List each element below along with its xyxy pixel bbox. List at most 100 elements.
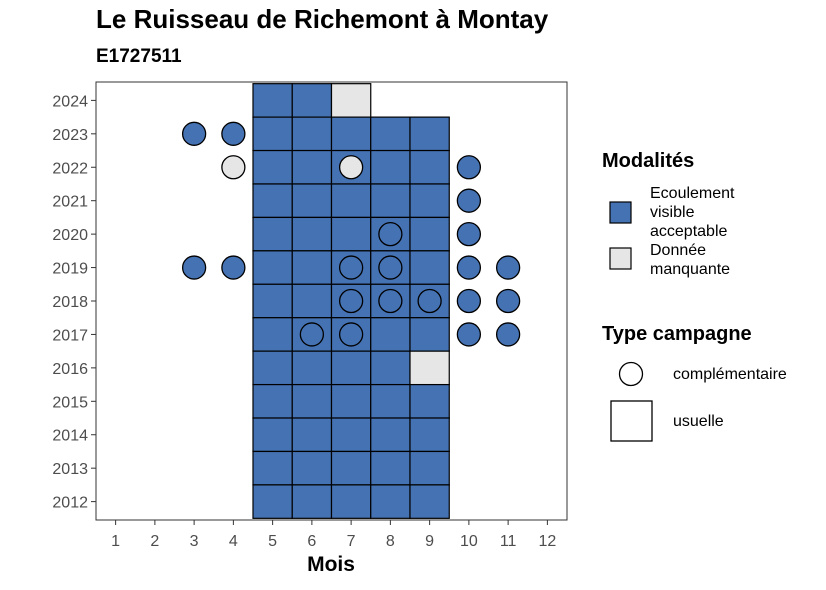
y-tick-label: 2018	[52, 294, 88, 311]
tile-usuelle-2012-7	[330, 484, 372, 519]
tile-usuelle-2012-9	[409, 484, 450, 519]
tile-usuelle-2016-5	[252, 350, 293, 386]
tile-usuelle-2012-8	[370, 484, 411, 519]
tile-usuelle-2021-5	[252, 183, 293, 219]
tile-usuelle-2020-5	[252, 216, 293, 252]
tile-usuelle-2012-6	[291, 484, 333, 519]
point-complementaire-2018-8	[378, 288, 403, 314]
x-tick-label: 7	[347, 533, 356, 550]
legend-label-acceptable: Ecoulement visible acceptable	[650, 185, 735, 240]
legend-key-complementaire	[618, 361, 644, 387]
y-tick-label: 2019	[52, 261, 88, 278]
tile-usuelle-2014-6	[291, 417, 333, 453]
point-complementaire-2017-7	[338, 322, 364, 347]
legend-label-usuelle: usuelle	[673, 413, 724, 430]
y-tick-label: 2014	[52, 428, 88, 445]
y-tick-label: 2012	[52, 495, 88, 512]
tile-usuelle-2015-6	[291, 383, 333, 419]
tile-usuelle-2019-5	[252, 250, 293, 285]
axes-layer: 1 2 3 4 5 6 7 8 9 10 11 122024202320222021202020192…	[52, 81, 568, 550]
point-complementaire-2023-4	[221, 121, 246, 146]
tile-usuelle-2023-6	[291, 116, 333, 152]
y-tick-label: 2013	[52, 461, 88, 478]
tile-usuelle-2016-6	[291, 350, 333, 386]
x-tick-label: 8	[386, 533, 395, 550]
y-tick-label: 2016	[52, 361, 88, 378]
x-tick-label: 10	[460, 533, 478, 550]
tile-usuelle-2022-8	[370, 149, 411, 185]
point-complementaire-2023-3	[181, 121, 207, 146]
point-complementaire-2019-7	[338, 255, 364, 280]
legend-keys-layer	[609, 201, 653, 442]
tile-usuelle-2023-7	[330, 116, 372, 152]
tile-usuelle-2013-5	[252, 450, 293, 486]
legend-key-acceptable	[609, 201, 632, 224]
point-complementaire-2022-10	[456, 155, 482, 180]
point-complementaire-2019-8	[378, 255, 403, 280]
point-complementaire-2022-4	[221, 155, 246, 180]
x-tick-label: 11	[500, 533, 517, 550]
tile-usuelle-2021-9	[409, 183, 450, 219]
tile-usuelle-2014-7	[330, 417, 372, 453]
tile-usuelle-2019-6	[291, 250, 333, 285]
tile-usuelle-2014-5	[252, 417, 293, 453]
tile-usuelle-2016-9	[409, 350, 450, 386]
legend-label-complementaire: complémentaire	[673, 366, 787, 383]
point-complementaire-2019-3	[181, 255, 207, 280]
tile-usuelle-2023-9	[409, 116, 450, 152]
tile-usuelle-2023-5	[252, 116, 293, 152]
tile-usuelle-2018-5	[252, 283, 293, 319]
tile-usuelle-2017-8	[370, 317, 411, 352]
point-complementaire-2021-10	[456, 188, 482, 213]
tile-usuelle-2022-6	[291, 149, 333, 185]
x-tick-label: 1	[111, 533, 120, 550]
complementaire-points-layer	[181, 121, 521, 347]
legend-key-missing	[609, 247, 632, 270]
tile-usuelle-2015-5	[252, 383, 293, 419]
y-tick-label: 2021	[52, 194, 88, 211]
tile-usuelle-2017-5	[252, 317, 293, 352]
point-complementaire-2018-10	[456, 288, 482, 314]
tile-usuelle-2022-9	[409, 149, 450, 185]
y-tick-label: 2020	[52, 227, 88, 244]
chart-subtitle: E1727511	[96, 46, 182, 67]
tile-usuelle-2024-5	[252, 83, 293, 118]
point-complementaire-2017-6	[299, 322, 325, 347]
usuelle-tiles-layer	[252, 83, 450, 519]
x-tick-label: 3	[190, 533, 199, 550]
x-tick-label: 12	[538, 533, 556, 550]
legend-type-title: Type campagne	[602, 323, 752, 345]
point-complementaire-2020-8	[378, 221, 403, 247]
y-tick-label: 2022	[52, 160, 88, 177]
point-complementaire-2018-7	[338, 288, 364, 314]
point-complementaire-2017-10	[456, 322, 482, 347]
y-tick-label: 2017	[52, 327, 88, 344]
tile-usuelle-2018-6	[291, 283, 333, 319]
tile-usuelle-2016-7	[330, 350, 372, 386]
y-tick-label: 2023	[52, 127, 88, 144]
point-complementaire-2019-4	[221, 255, 246, 280]
y-tick-label: 2024	[52, 93, 88, 110]
tile-usuelle-2013-8	[370, 450, 411, 486]
point-complementaire-2018-9	[417, 288, 442, 314]
tile-usuelle-2020-6	[291, 216, 333, 252]
tile-usuelle-2024-6	[291, 83, 333, 118]
point-complementaire-2019-10	[456, 255, 482, 280]
x-tick-label: 5	[268, 533, 277, 550]
x-tick-label: 4	[229, 533, 238, 550]
tile-usuelle-2021-7	[330, 183, 372, 219]
x-axis-label: Mois	[307, 553, 355, 576]
tile-usuelle-2021-8	[370, 183, 411, 219]
point-complementaire-2020-10	[456, 221, 482, 247]
tile-usuelle-2020-9	[409, 216, 450, 252]
point-complementaire-2019-11	[495, 255, 521, 280]
tile-usuelle-2013-7	[330, 450, 372, 486]
tile-usuelle-2013-6	[291, 450, 333, 486]
tile-usuelle-2020-7	[330, 216, 372, 252]
tile-usuelle-2024-7	[330, 83, 372, 118]
tile-usuelle-2014-9	[409, 417, 450, 453]
tile-usuelle-2015-7	[330, 383, 372, 419]
tile-usuelle-2021-6	[291, 183, 333, 219]
chart-title: Le Ruisseau de Richemont à Montay	[96, 4, 549, 34]
x-tick-label: 6	[307, 533, 316, 550]
